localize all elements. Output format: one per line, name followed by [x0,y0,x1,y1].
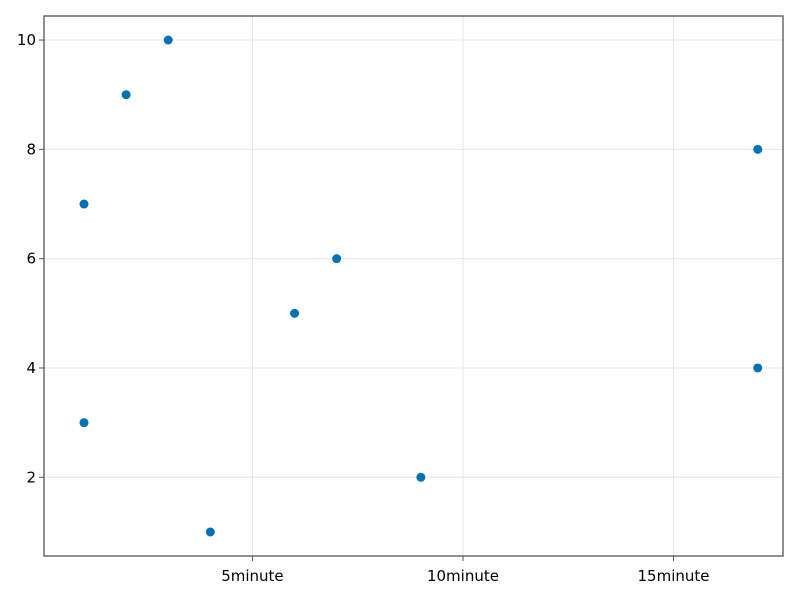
y-tick-label: 4 [26,359,36,377]
scatter-point [332,254,342,264]
x-tick-label: 5minute [221,567,283,585]
x-tick-label: 15minute [638,567,710,585]
plot-area-frame [43,15,784,557]
scatter-point [753,363,763,373]
y-tick-label: 8 [26,140,36,158]
data-points [79,35,763,537]
scatter-point [290,308,300,318]
scatter-point [416,472,426,482]
y-tick-label: 6 [26,250,36,268]
scatter-point [121,90,131,100]
scatter-point [79,199,89,209]
y-tick-label: 10 [17,31,36,49]
scatter-point [753,144,763,154]
y-tick-label: 2 [26,468,36,486]
scatter-point [163,35,173,45]
scatter-point [205,527,215,537]
y-axis-ticks: 2 4 6 8 10 [17,31,44,486]
scatter-point [79,418,89,428]
x-tick-label: 10minute [427,567,499,585]
grid-lines [44,16,783,556]
x-axis-ticks: 5minute 10minute 15minute [221,556,710,585]
